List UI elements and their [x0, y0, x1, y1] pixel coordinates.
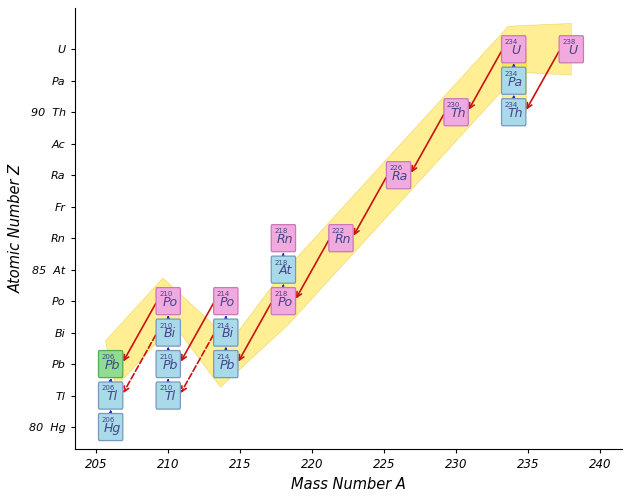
Text: 238: 238	[562, 39, 576, 45]
Text: Th: Th	[508, 107, 523, 120]
FancyBboxPatch shape	[329, 224, 353, 252]
Text: Bi: Bi	[164, 328, 176, 340]
FancyBboxPatch shape	[156, 288, 180, 314]
Polygon shape	[105, 24, 571, 387]
Text: 206: 206	[101, 354, 115, 360]
FancyBboxPatch shape	[98, 414, 123, 440]
Text: Pb: Pb	[220, 359, 235, 372]
Text: 226: 226	[389, 165, 403, 171]
FancyBboxPatch shape	[501, 67, 526, 94]
FancyBboxPatch shape	[386, 162, 411, 188]
FancyBboxPatch shape	[156, 319, 180, 346]
Polygon shape	[502, 50, 525, 112]
FancyBboxPatch shape	[214, 350, 238, 378]
Text: 210: 210	[159, 291, 173, 297]
Text: Po: Po	[163, 296, 178, 309]
FancyBboxPatch shape	[156, 350, 180, 378]
Text: 210: 210	[159, 322, 173, 328]
Text: 234: 234	[505, 102, 518, 108]
Text: 214: 214	[217, 354, 230, 360]
Text: U: U	[568, 44, 578, 57]
Text: 206: 206	[101, 417, 115, 423]
Text: Th: Th	[450, 107, 466, 120]
Text: 214: 214	[217, 322, 230, 328]
Text: Pb: Pb	[163, 359, 178, 372]
Text: Rn: Rn	[277, 233, 294, 246]
Text: Ra: Ra	[392, 170, 408, 183]
Y-axis label: Atomic Number Z: Atomic Number Z	[8, 164, 23, 294]
Text: Po: Po	[220, 296, 235, 309]
FancyBboxPatch shape	[156, 382, 180, 409]
FancyBboxPatch shape	[559, 36, 583, 63]
Text: 218: 218	[274, 228, 288, 234]
Text: Hg: Hg	[104, 422, 121, 435]
Text: U: U	[511, 44, 520, 57]
FancyBboxPatch shape	[214, 288, 238, 314]
FancyBboxPatch shape	[272, 288, 295, 314]
Text: Po: Po	[278, 296, 293, 309]
Text: 234: 234	[505, 39, 518, 45]
FancyBboxPatch shape	[272, 256, 295, 283]
Text: Rn: Rn	[335, 233, 351, 246]
Text: 222: 222	[332, 228, 345, 234]
Text: Tl: Tl	[164, 390, 176, 404]
Text: 206: 206	[101, 386, 115, 392]
X-axis label: Mass Number A: Mass Number A	[290, 476, 406, 492]
FancyBboxPatch shape	[98, 382, 123, 409]
Text: 210: 210	[159, 354, 173, 360]
Text: 230: 230	[447, 102, 461, 108]
Text: 218: 218	[274, 291, 288, 297]
Text: Tl: Tl	[107, 390, 118, 404]
FancyBboxPatch shape	[98, 350, 123, 378]
Text: 214: 214	[217, 291, 230, 297]
Text: At: At	[278, 264, 292, 278]
FancyBboxPatch shape	[501, 36, 526, 63]
FancyBboxPatch shape	[444, 98, 468, 126]
Text: 218: 218	[274, 260, 288, 266]
FancyBboxPatch shape	[272, 224, 295, 252]
FancyBboxPatch shape	[501, 98, 526, 126]
Text: Pa: Pa	[508, 76, 523, 88]
Text: Pb: Pb	[105, 359, 120, 372]
Text: 234: 234	[505, 70, 518, 76]
Text: 210: 210	[159, 386, 173, 392]
Text: Bi: Bi	[222, 328, 234, 340]
FancyBboxPatch shape	[214, 319, 238, 346]
